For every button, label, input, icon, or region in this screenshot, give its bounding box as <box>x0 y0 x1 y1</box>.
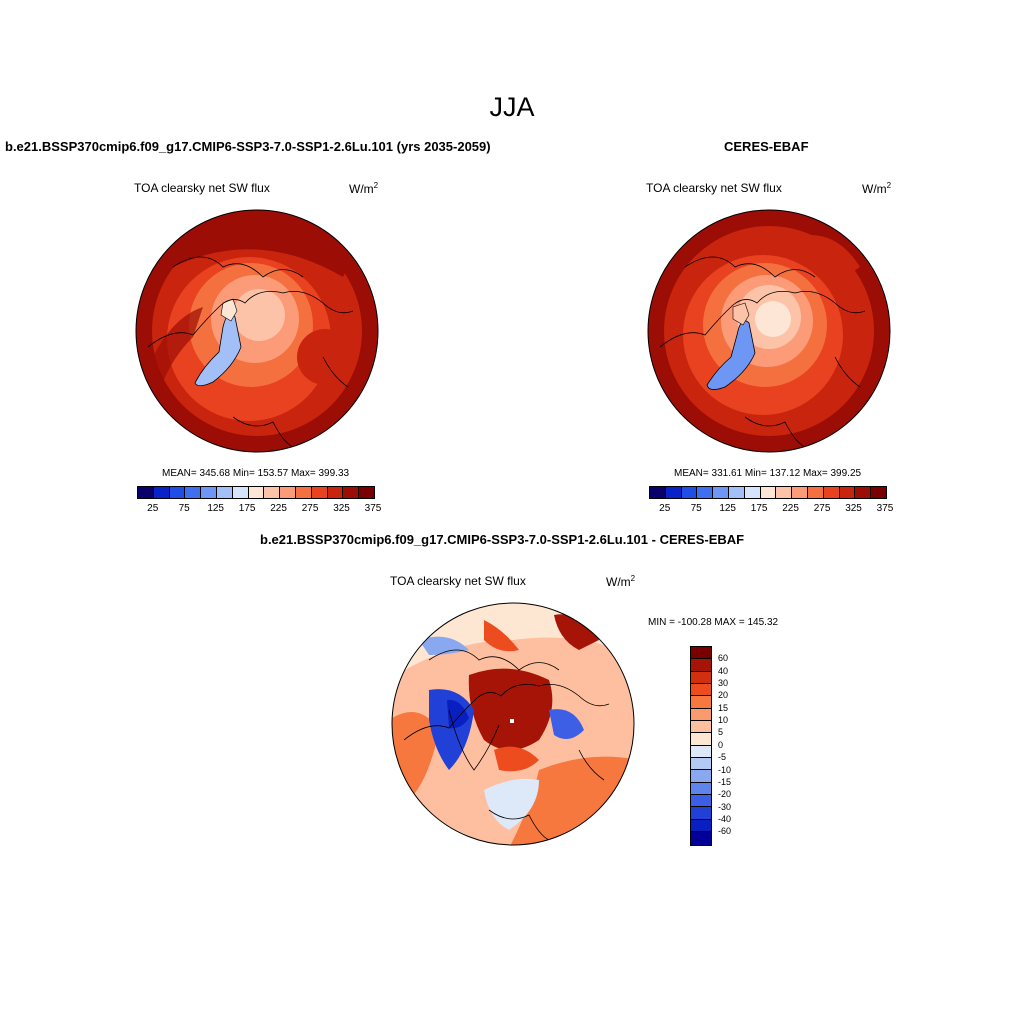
panel-1-colorbar-labels: 25 75 125 175 225 275 325 375 <box>137 503 381 515</box>
panel-2-units: W/m2 <box>862 181 892 196</box>
colorbar-swatch <box>744 487 761 498</box>
colorbar-tick-label: 375 <box>364 503 382 514</box>
panel-2-title: CERES-EBAF <box>724 139 809 154</box>
colorbar-swatch <box>691 758 711 771</box>
colorbar-tick-label: 175 <box>750 503 768 514</box>
panel-2-stats: MEAN= 331.61 Min= 137.12 Max= 399.25 <box>674 468 862 479</box>
panel-1-title: b.e21.BSSP370cmip6.f09_g17.CMIP6-SSP3-7.… <box>5 139 491 154</box>
colorbar-tick-label: -15 <box>718 776 732 787</box>
colorbar-swatch <box>691 782 711 796</box>
panel-3-variable: TOA clearsky net SW flux <box>390 574 526 588</box>
colorbar-swatch <box>713 487 729 498</box>
colorbar-swatch <box>280 487 296 498</box>
colorbar-swatch <box>697 487 714 498</box>
colorbar-tick-label: 10 <box>718 715 729 726</box>
colorbar-tick-label: 25 <box>659 503 671 514</box>
colorbar-tick-label: 0 <box>718 739 724 750</box>
colorbar-swatch <box>691 721 711 734</box>
colorbar-swatch <box>691 832 711 845</box>
colorbar-tick-label: 75 <box>178 503 190 514</box>
colorbar-tick-label: -20 <box>718 789 732 800</box>
colorbar-tick-label: 375 <box>876 503 894 514</box>
panel-1-units: W/m2 <box>349 181 379 196</box>
colorbar-swatch <box>691 795 711 808</box>
colorbar-swatch <box>201 487 217 498</box>
colorbar-swatch <box>248 487 265 498</box>
panel-2-polar-map <box>647 209 891 453</box>
colorbar-swatch <box>264 487 281 498</box>
colorbar-swatch <box>216 487 233 498</box>
colorbar-swatch <box>691 684 711 697</box>
colorbar-tick-label: 60 <box>718 653 729 664</box>
panel-3-polar-map <box>391 602 635 846</box>
colorbar-swatch <box>295 487 312 498</box>
colorbar-swatch <box>728 487 745 498</box>
colorbar-swatch <box>691 647 711 660</box>
colorbar-swatch <box>153 487 170 498</box>
colorbar-swatch <box>691 659 711 672</box>
main-title: JJA <box>489 92 535 122</box>
colorbar-tick-label: 75 <box>690 503 702 514</box>
colorbar-swatch <box>776 487 793 498</box>
colorbar-swatch <box>871 487 886 498</box>
colorbar-tick-label: 40 <box>718 665 729 676</box>
panel-2-variable: TOA clearsky net SW flux <box>646 181 782 195</box>
colorbar-tick-label: 30 <box>718 678 729 689</box>
colorbar-tick-label: 325 <box>333 503 350 514</box>
colorbar-tick-label: -5 <box>718 752 727 763</box>
panel-1-variable: TOA clearsky net SW flux <box>134 181 270 195</box>
colorbar-swatch <box>691 696 711 709</box>
panel-1-colorbar <box>137 486 375 499</box>
colorbar-swatch <box>691 770 711 783</box>
panel-3-colorbar <box>690 646 712 846</box>
colorbar-tick-label: 25 <box>147 503 159 514</box>
colorbar-tick-label: 5 <box>718 727 724 738</box>
panel-2-colorbar <box>649 486 887 499</box>
colorbar-swatch <box>650 487 666 498</box>
colorbar-tick-label: 225 <box>270 503 287 514</box>
colorbar-swatch <box>823 487 840 498</box>
colorbar-swatch <box>691 671 711 685</box>
colorbar-swatch <box>839 487 856 498</box>
panel-3-colorbar-labels: 60 40 30 20 15 10 5 0 -5 -10 -15 -20 -30 -40 -60 <box>718 646 758 846</box>
colorbar-tick-label: 15 <box>718 702 729 713</box>
colorbar-swatch <box>691 807 711 820</box>
colorbar-swatch <box>760 487 777 498</box>
colorbar-swatch <box>681 487 698 498</box>
panel-1-stats: MEAN= 345.68 Min= 153.57 Max= 399.33 <box>162 468 350 479</box>
colorbar-swatch <box>359 487 374 498</box>
colorbar-swatch <box>691 733 711 746</box>
colorbar-tick-label: 275 <box>813 503 831 514</box>
colorbar-tick-label: 275 <box>301 503 319 514</box>
colorbar-swatch <box>327 487 344 498</box>
colorbar-tick-label: 175 <box>238 503 256 514</box>
panel-2-colorbar-labels: 25 75 125 175 225 275 325 375 <box>649 503 893 515</box>
colorbar-swatch <box>665 487 682 498</box>
colorbar-tick-label: -40 <box>718 813 732 824</box>
panel-3-units: W/m2 <box>606 574 636 589</box>
colorbar-swatch <box>691 708 711 722</box>
panel-3-title: b.e21.BSSP370cmip6.f09_g17.CMIP6-SSP3-7.… <box>260 532 745 547</box>
colorbar-swatch <box>169 487 186 498</box>
colorbar-tick-label: -60 <box>718 826 732 837</box>
colorbar-swatch <box>232 487 249 498</box>
colorbar-swatch <box>138 487 154 498</box>
colorbar-swatch <box>343 487 360 498</box>
colorbar-swatch <box>185 487 202 498</box>
panel-1-polar-map <box>135 209 379 453</box>
colorbar-tick-label: 325 <box>845 503 862 514</box>
colorbar-swatch <box>807 487 824 498</box>
colorbar-swatch <box>792 487 808 498</box>
colorbar-swatch <box>691 745 711 759</box>
colorbar-swatch <box>691 819 711 833</box>
colorbar-tick-label: 20 <box>718 690 729 701</box>
colorbar-tick-label: 125 <box>207 503 224 514</box>
colorbar-tick-label: -10 <box>718 764 732 775</box>
colorbar-tick-label: 125 <box>719 503 736 514</box>
colorbar-swatch <box>311 487 328 498</box>
colorbar-swatch <box>855 487 872 498</box>
panel-3-minmax: MIN = -100.28 MAX = 145.32 <box>648 617 779 628</box>
colorbar-tick-label: 225 <box>782 503 799 514</box>
colorbar-tick-label: -30 <box>718 801 732 812</box>
